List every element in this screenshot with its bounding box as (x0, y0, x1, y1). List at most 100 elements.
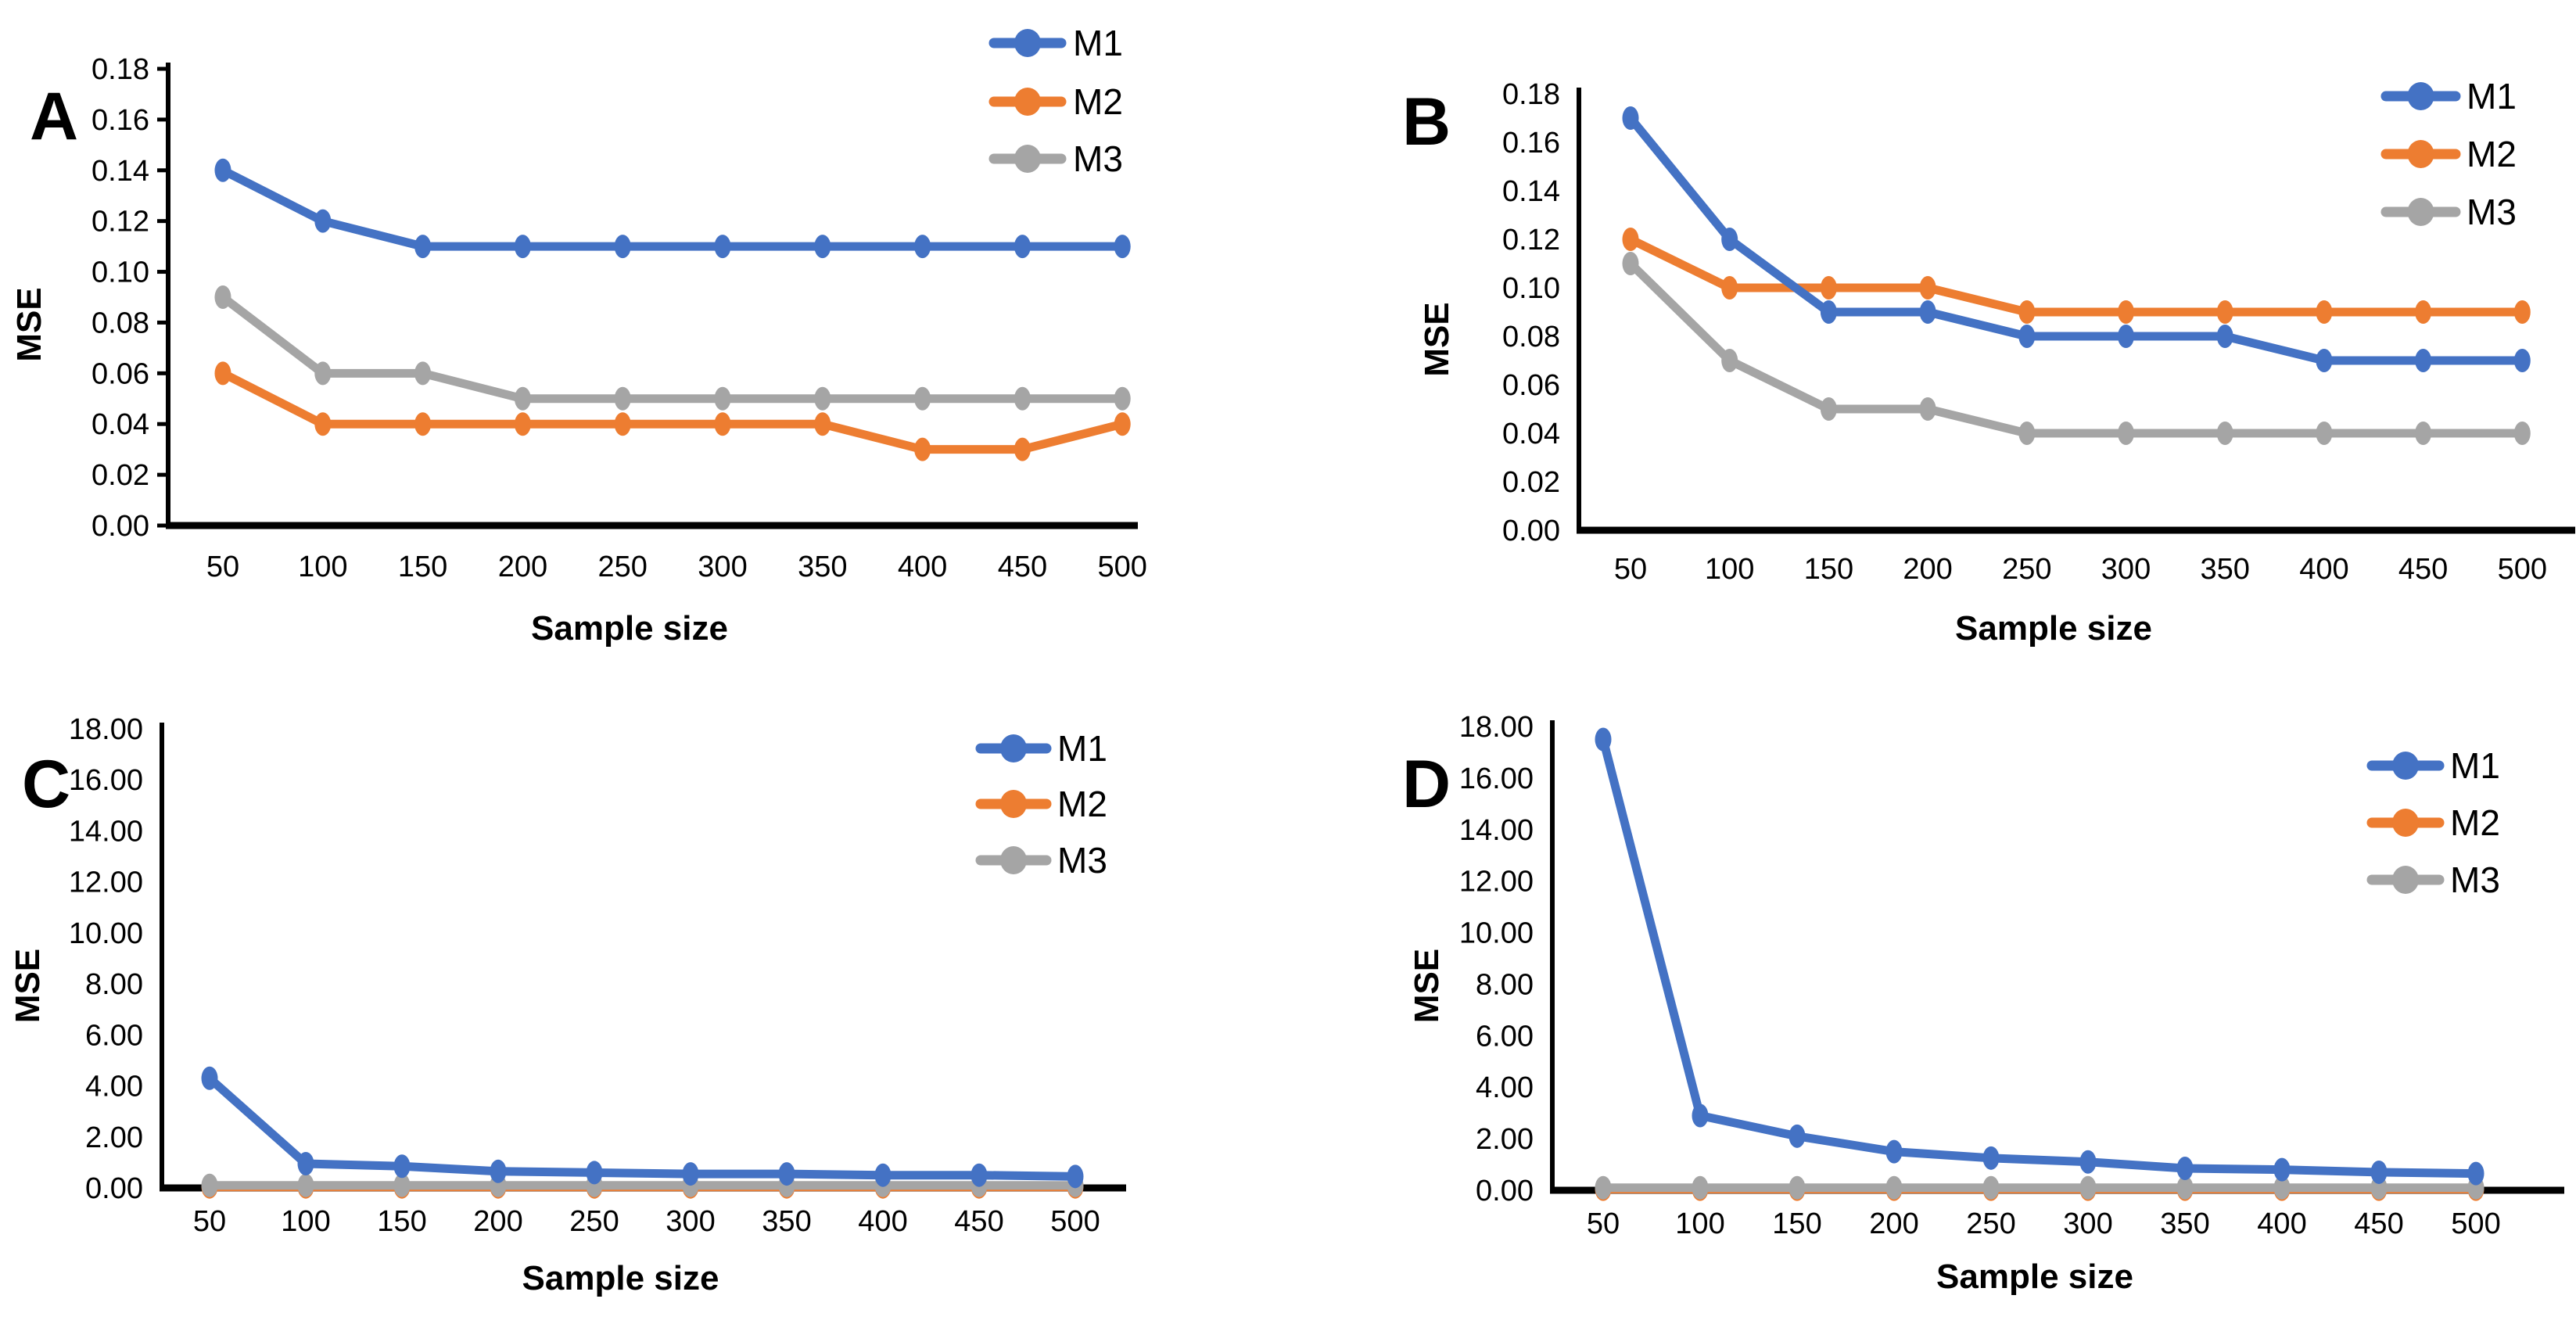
panel-a-series-m2-marker (1114, 412, 1131, 436)
panel-c-ytick-label: 6.00 (85, 1019, 143, 1052)
panel-b-series-m3-line (1626, 259, 2527, 438)
panel-a-legend-label-m1: M1 (1073, 23, 1123, 63)
panel-a-xtick-label: 200 (498, 551, 547, 583)
panel-d-series-m1-marker (2467, 1161, 2485, 1186)
panel-d-series-m1-marker (2079, 1150, 2097, 1174)
panel-d-xtick-label: 300 (2063, 1207, 2112, 1240)
panel-c-series-m3-marker (393, 1173, 411, 1197)
panel-a-series-m1-marker (414, 235, 432, 259)
panel-b-series-m3-marker (2513, 422, 2531, 445)
panel-a-xtick-label: 450 (998, 551, 1047, 583)
panel-b-series-m3-marker (1820, 397, 1837, 421)
panel-c-ytick-label: 14.00 (69, 815, 143, 848)
panel-c-ytick-label: 12.00 (69, 867, 143, 899)
panel-c-xtick-label: 450 (954, 1205, 1003, 1238)
panel-a-series-m2-marker (614, 412, 631, 436)
panel-c-series-m1-marker (874, 1163, 892, 1187)
panel-c-series-m1-marker (778, 1162, 795, 1186)
panel-a-legend-marker-m2 (1014, 88, 1041, 116)
panel-b-xtick-label: 150 (1804, 553, 1853, 586)
panel-d-xaxis-title: Sample size (1936, 1258, 2133, 1296)
panel-a-series-m2-marker (314, 412, 332, 436)
panel-c-legend-label-m1: M1 (1057, 728, 1107, 769)
panel-d-series-m1-marker (2370, 1160, 2388, 1184)
panel-b-xtick-label: 100 (1705, 553, 1754, 586)
panel-c-series-m1-marker (1067, 1164, 1084, 1189)
panel-a-series-m2-marker (414, 412, 432, 436)
panel-c-series-m3-marker (297, 1173, 314, 1197)
panel-c-yaxis-title: MSE (9, 949, 47, 1023)
panel-a-xtick-label: 50 (206, 551, 239, 583)
panel-c-series-m1-marker (970, 1163, 988, 1187)
panel-d-ytick-label: 10.00 (1459, 917, 1534, 950)
panel-d-ytick-label: 14.00 (1459, 814, 1534, 847)
panel-d-ytick-label: 2.00 (1476, 1123, 1534, 1156)
panel-a-series-m3-marker (414, 361, 432, 386)
panel-a-xtick-label: 100 (298, 551, 347, 583)
panel-c-ytick-label: 2.00 (85, 1121, 143, 1154)
panel-b-series-m1-marker (2018, 325, 2036, 348)
panel-a-series-m1-marker (814, 235, 831, 259)
panel-c-legend-marker-m1 (1000, 734, 1027, 762)
panel-b-label: B (1402, 84, 1451, 160)
panel-d-series-m1-marker (2273, 1157, 2291, 1182)
panel-b-series-m1-marker (2316, 349, 2333, 372)
panel-c-legend-marker-m2 (1000, 790, 1027, 818)
panel-b-series-m2-marker (1919, 276, 1936, 300)
panel-c-ytick-label: 8.00 (85, 968, 143, 1001)
panel-c-series-m3-marker (201, 1173, 218, 1197)
panel-a-xtick-label: 150 (398, 551, 447, 583)
panel-b-series-m1-line (1626, 113, 2527, 365)
panel-b-xtick-label: 50 (1614, 553, 1647, 586)
panel-b-series-m2-marker (2415, 300, 2432, 324)
panel-d-ytick-label: 6.00 (1476, 1020, 1534, 1053)
panel-d-label: D (1402, 747, 1451, 822)
panel-a-series-m3-marker (914, 386, 931, 411)
panel-b-xtick-label: 300 (2101, 553, 2151, 586)
panel-a-series-m1-marker (214, 158, 231, 182)
panel-a-series-m2-marker (514, 412, 531, 436)
panel-b-series-m2-marker (1622, 228, 1639, 251)
panel-c-xtick-label: 150 (377, 1205, 426, 1238)
panel-b-series-m3-marker (2316, 422, 2333, 445)
panel-a-chart: A 0.00 0.02 0.04 0.06 0.08 0.10 0.12 0.14 0.16 0.1… (0, 0, 1288, 662)
panel-c-label: C (22, 747, 70, 822)
panel-b-xaxis-title: Sample size (1955, 609, 2152, 648)
panel-b-series-m2-marker (2018, 300, 2036, 324)
panel-d-series-m3-marker (1788, 1175, 1806, 1200)
panel-a-legend-label-m3: M3 (1073, 138, 1123, 179)
panel-a-ytick-label: 0.14 (91, 155, 149, 188)
panel-a-series-m3-line (218, 292, 1127, 404)
panel-c-ytick-label: 0.00 (85, 1172, 143, 1205)
panel-b-ytick-label: 0.16 (1502, 127, 1560, 160)
panel-c-xtick-label: 300 (666, 1205, 715, 1238)
panel-d-chart: D 0.00 2.00 4.00 6.00 8.00 10.00 12.00 14.00 16.0… (1288, 662, 2576, 1324)
panel-d-series-m1-marker (2176, 1156, 2194, 1180)
panel-a-ytick-label: 0.00 (91, 510, 149, 543)
panel-a-legend-marker-m1 (1014, 29, 1041, 57)
panel-d-xtick-label: 450 (2354, 1207, 2403, 1240)
panel-d-series-m1-marker (1885, 1139, 1903, 1164)
panel-a-legend-marker-m3 (1014, 145, 1041, 173)
panel-a-series-m3-marker (614, 386, 631, 411)
panel-b-series-m3-marker (1721, 349, 1738, 372)
panel-d-legend-label-m3: M3 (2450, 859, 2500, 900)
panel-d-xtick-label: 50 (1587, 1207, 1620, 1240)
panel-d-series-m3-marker (1885, 1175, 1903, 1200)
panel-b-legend-marker-m2 (2407, 140, 2434, 168)
panel-a-ytick-label: 0.10 (91, 257, 149, 289)
panel-a-ytick-label: 0.12 (91, 206, 149, 239)
panel-c-legend-label-m2: M2 (1057, 784, 1107, 824)
panel-b-series-m2-marker (1721, 276, 1738, 300)
panel-c-series-m1-marker (393, 1154, 411, 1179)
panel-b-series-m2-marker (2216, 300, 2233, 324)
panel-d-xtick-label: 350 (2160, 1207, 2209, 1240)
panel-b-ytick-label: 0.12 (1502, 224, 1560, 257)
panel-a-ytick-label: 0.02 (91, 459, 149, 492)
panel-a-label: A (30, 79, 78, 154)
panel-c-xtick-label: 500 (1050, 1205, 1100, 1238)
panel-a-series-m1-line (218, 166, 1127, 251)
panel-d-series-m3-marker (2176, 1175, 2194, 1200)
panel-c-xaxis-title: Sample size (522, 1259, 719, 1297)
panel-d-legend-label-m1: M1 (2450, 745, 2500, 786)
